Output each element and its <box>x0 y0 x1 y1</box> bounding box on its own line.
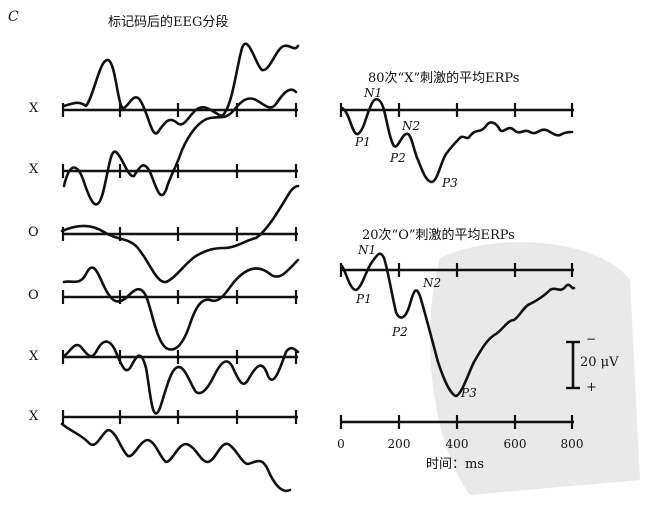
scale-plus: + <box>586 380 597 395</box>
o-erp-title: 20次“O”刺激的平均ERPs <box>362 228 515 243</box>
time-tick-800: 800 <box>560 437 584 451</box>
x-erp-trace <box>340 97 574 184</box>
segment-label-2: X <box>29 162 39 177</box>
o-peak-n1: N1 <box>358 243 377 257</box>
o-peak-p2: P2 <box>392 325 408 339</box>
time-tick-200: 200 <box>387 437 411 451</box>
x-erp-title: 80次“X”刺激的平均ERPs <box>368 71 520 86</box>
x-peak-p2: P2 <box>390 151 406 165</box>
segment-label-5: X <box>29 349 39 364</box>
eeg-trace-4 <box>62 258 300 351</box>
x-peak-n1: N1 <box>364 86 383 100</box>
eeg-trace-3 <box>60 184 300 284</box>
scale-label: 20 μV <box>580 355 619 370</box>
o-peak-p3: P3 <box>461 386 477 400</box>
time-axis-label: 时间：ms <box>426 457 484 472</box>
segment-label-3: O <box>28 225 39 240</box>
left-title: 标记码后的EEG分段 <box>108 15 229 30</box>
eeg-trace-6 <box>60 422 292 493</box>
o-peak-p1: P1 <box>356 292 372 306</box>
eeg-trace-2 <box>62 88 298 206</box>
o-erp-trace <box>340 252 576 398</box>
segment-label-1: X <box>29 101 39 116</box>
time-tick-400: 400 <box>445 437 469 451</box>
panel-label: C <box>8 9 19 25</box>
o-peak-n2: N2 <box>423 276 442 290</box>
x-peak-p1: P1 <box>355 135 371 149</box>
eeg-trace-1 <box>62 42 300 135</box>
segment-label-6: X <box>29 409 39 424</box>
watermark-shape <box>430 242 640 495</box>
scale-minus: − <box>586 332 597 346</box>
x-peak-p3: P3 <box>442 176 458 190</box>
x-peak-n2: N2 <box>402 119 421 133</box>
time-tick-600: 600 <box>503 437 527 451</box>
time-tick-0: 0 <box>337 437 345 451</box>
segment-label-4: O <box>28 288 39 303</box>
eeg-trace-5 <box>62 340 300 415</box>
